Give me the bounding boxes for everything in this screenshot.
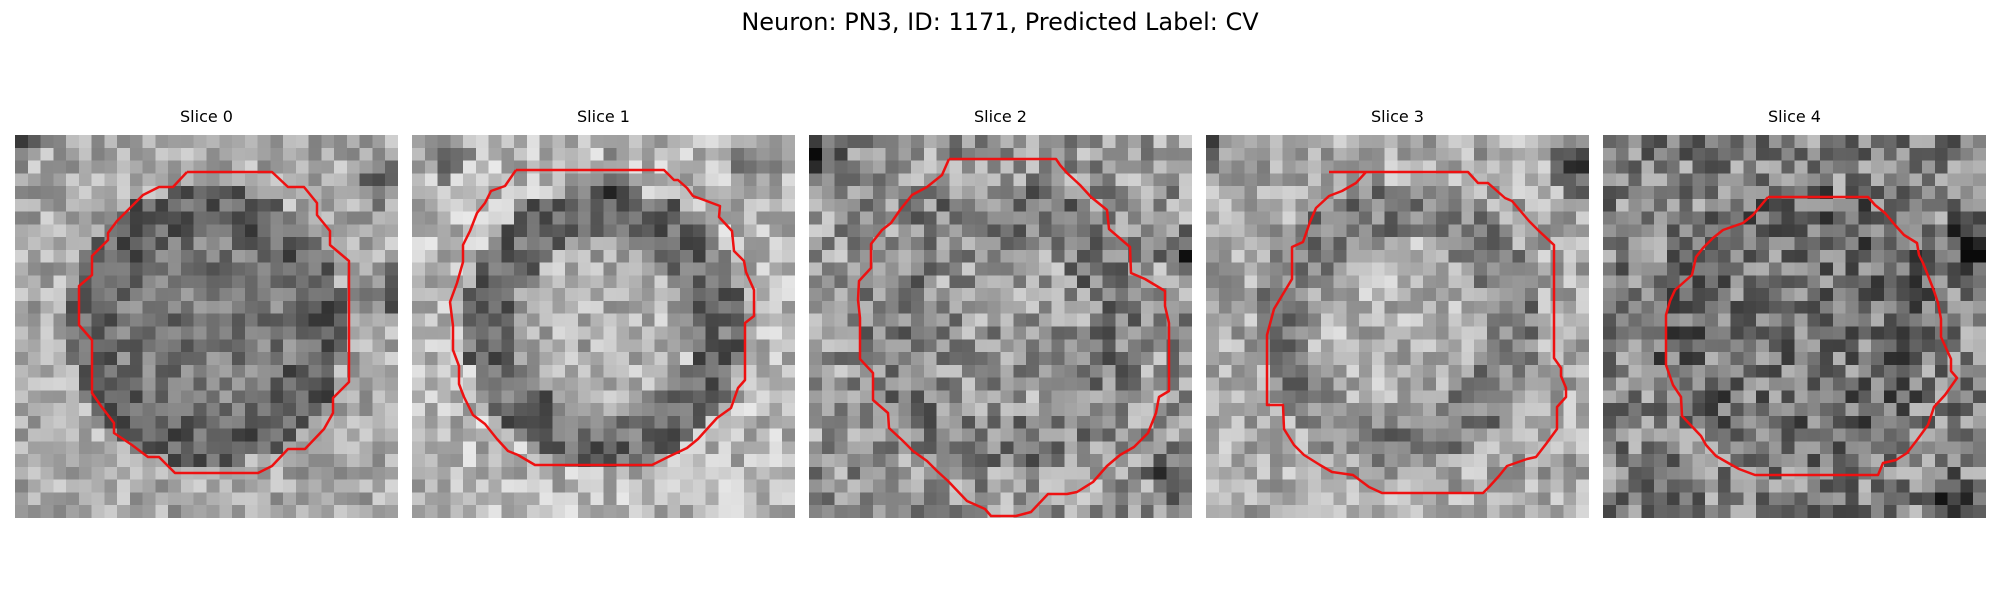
figure-title: Neuron: PN3, ID: 1171, Predicted Label: …: [741, 8, 1259, 36]
slice-title-4: Slice 4: [1768, 107, 1821, 126]
roi-contour-0: [77, 170, 351, 475]
slice-panel-3: Slice 3: [1206, 106, 1589, 526]
slice-title-1: Slice 1: [577, 107, 630, 126]
grayscale-patch-2: [809, 135, 1192, 518]
roi-contour-3: [1265, 170, 1568, 495]
slice-image-3: [1206, 135, 1589, 518]
slice-panel-2: Slice 2: [809, 106, 1192, 526]
grayscale-patch-1: [412, 135, 795, 518]
roi-contour-1: [448, 168, 756, 467]
roi-contour-4: [1664, 195, 1959, 477]
slice-image-1: [412, 135, 795, 518]
slice-panel-1: Slice 1: [412, 106, 795, 526]
slice-image-4: [1603, 135, 1986, 518]
slice-title-3: Slice 3: [1371, 107, 1424, 126]
slice-panel-4: Slice 4: [1603, 106, 1986, 526]
slice-title-0: Slice 0: [180, 107, 233, 126]
slice-image-0: [15, 135, 398, 518]
roi-contour-2: [856, 157, 1171, 518]
slice-image-2: [809, 135, 1192, 518]
slice-panel-0: Slice 0: [15, 106, 398, 526]
slice-title-2: Slice 2: [974, 107, 1027, 126]
